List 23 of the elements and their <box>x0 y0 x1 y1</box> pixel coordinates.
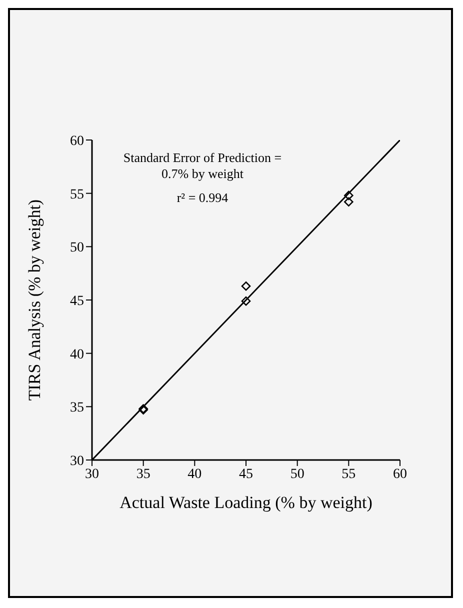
annotation: r² = 0.994 <box>176 190 230 206</box>
x-tick-label: 50 <box>290 466 304 482</box>
y-tick-label: 30 <box>70 454 84 469</box>
y-tick-label: 45 <box>70 294 84 309</box>
x-tick-label: 45 <box>239 466 253 482</box>
annotation: Standard Error of Prediction = 0.7% by weight <box>122 150 283 182</box>
x-tick-label: 60 <box>393 466 407 482</box>
page-frame: 30 35 40 45 50 55 60 Actual Waste Loading (% by weight) 30 35 40 45 50 55 60 TIRS Analysis (% by weight) Standard Error of Prediction = 0.7% by weight r² = 0.994 <box>8 8 453 598</box>
x-axis-title: Actual Waste Loading (% by weight) <box>120 493 372 512</box>
y-tick-label: 60 <box>70 134 84 149</box>
y-tick-label: 35 <box>70 400 84 416</box>
x-tick-label: 35 <box>136 466 150 482</box>
point <box>241 296 251 306</box>
x-tick-label: 30 <box>85 466 99 482</box>
x-tick-label: 40 <box>188 466 202 482</box>
point <box>344 190 354 200</box>
y-tick-label: 40 <box>70 347 84 362</box>
y-tick-label: 55 <box>70 187 84 202</box>
point <box>344 197 354 207</box>
x-tick-label: 55 <box>342 466 356 482</box>
y-tick-label: 50 <box>70 240 84 256</box>
point <box>241 281 251 291</box>
y-axis-title: TIRS Analysis (% by weight) <box>25 199 44 401</box>
